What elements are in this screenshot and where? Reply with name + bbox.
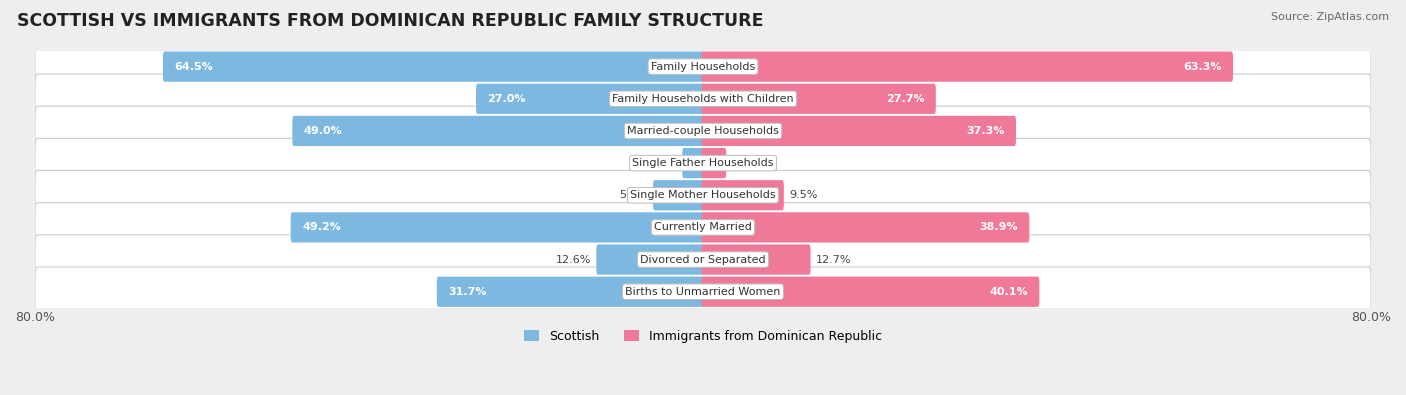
FancyBboxPatch shape: [163, 51, 704, 82]
Text: 27.7%: 27.7%: [886, 94, 924, 104]
FancyBboxPatch shape: [35, 42, 1371, 91]
FancyBboxPatch shape: [702, 276, 1039, 307]
Text: 12.7%: 12.7%: [815, 254, 851, 265]
Text: Family Households: Family Households: [651, 62, 755, 71]
FancyBboxPatch shape: [652, 180, 704, 211]
FancyBboxPatch shape: [702, 116, 1017, 146]
Legend: Scottish, Immigrants from Dominican Republic: Scottish, Immigrants from Dominican Repu…: [519, 325, 887, 348]
FancyBboxPatch shape: [35, 106, 1371, 156]
Text: Family Households with Children: Family Households with Children: [612, 94, 794, 104]
Text: 37.3%: 37.3%: [966, 126, 1004, 136]
FancyBboxPatch shape: [292, 116, 704, 146]
Text: 49.2%: 49.2%: [302, 222, 342, 232]
FancyBboxPatch shape: [35, 171, 1371, 220]
Text: 2.6%: 2.6%: [731, 158, 759, 168]
Text: Single Mother Households: Single Mother Households: [630, 190, 776, 200]
FancyBboxPatch shape: [35, 74, 1371, 124]
FancyBboxPatch shape: [702, 148, 727, 178]
FancyBboxPatch shape: [437, 276, 704, 307]
Text: 27.0%: 27.0%: [488, 94, 526, 104]
Text: 12.6%: 12.6%: [555, 254, 591, 265]
FancyBboxPatch shape: [35, 203, 1371, 252]
Text: 64.5%: 64.5%: [174, 62, 214, 71]
Text: 49.0%: 49.0%: [304, 126, 343, 136]
FancyBboxPatch shape: [596, 245, 704, 275]
Text: 38.9%: 38.9%: [979, 222, 1018, 232]
FancyBboxPatch shape: [702, 84, 936, 114]
FancyBboxPatch shape: [702, 245, 810, 275]
Text: 9.5%: 9.5%: [789, 190, 817, 200]
FancyBboxPatch shape: [682, 148, 704, 178]
FancyBboxPatch shape: [291, 212, 704, 243]
Text: Married-couple Households: Married-couple Households: [627, 126, 779, 136]
FancyBboxPatch shape: [35, 267, 1371, 316]
Text: Divorced or Separated: Divorced or Separated: [640, 254, 766, 265]
Text: SCOTTISH VS IMMIGRANTS FROM DOMINICAN REPUBLIC FAMILY STRUCTURE: SCOTTISH VS IMMIGRANTS FROM DOMINICAN RE…: [17, 12, 763, 30]
Text: 2.3%: 2.3%: [648, 158, 678, 168]
FancyBboxPatch shape: [477, 84, 704, 114]
FancyBboxPatch shape: [702, 180, 783, 211]
FancyBboxPatch shape: [35, 138, 1371, 188]
FancyBboxPatch shape: [702, 212, 1029, 243]
Text: Currently Married: Currently Married: [654, 222, 752, 232]
Text: Source: ZipAtlas.com: Source: ZipAtlas.com: [1271, 12, 1389, 22]
Text: Births to Unmarried Women: Births to Unmarried Women: [626, 287, 780, 297]
Text: 5.8%: 5.8%: [620, 190, 648, 200]
Text: 31.7%: 31.7%: [449, 287, 486, 297]
Text: Single Father Households: Single Father Households: [633, 158, 773, 168]
FancyBboxPatch shape: [702, 51, 1233, 82]
Text: 63.3%: 63.3%: [1182, 62, 1222, 71]
Text: 40.1%: 40.1%: [990, 287, 1028, 297]
FancyBboxPatch shape: [35, 235, 1371, 284]
